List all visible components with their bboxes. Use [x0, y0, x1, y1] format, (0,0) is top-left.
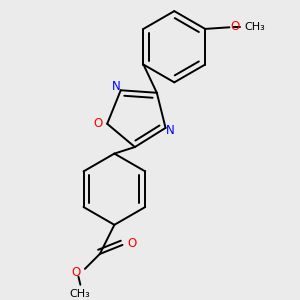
- Text: O: O: [128, 237, 137, 250]
- Text: CH₃: CH₃: [69, 289, 90, 299]
- Text: O: O: [230, 20, 240, 33]
- Text: O: O: [94, 117, 103, 130]
- Text: O: O: [71, 266, 80, 279]
- Text: N: N: [112, 80, 120, 93]
- Text: CH₃: CH₃: [244, 22, 265, 32]
- Text: N: N: [166, 124, 175, 137]
